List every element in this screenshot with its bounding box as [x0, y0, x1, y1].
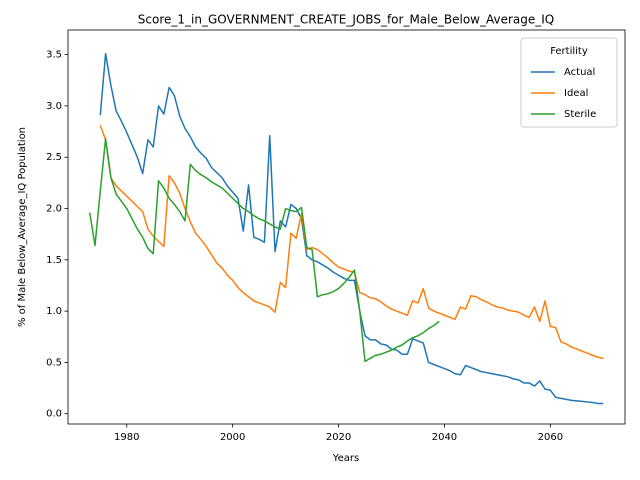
x-tick-label: 2040 — [432, 432, 457, 443]
y-axis-label: % of Male Below_Average_IQ Population — [17, 127, 28, 327]
y-tick-label: 0.5 — [46, 357, 62, 368]
y-tick-label: 0.0 — [46, 409, 62, 420]
y-tick-label: 2.0 — [46, 204, 62, 215]
x-tick-label: 2000 — [220, 432, 245, 443]
y-tick-label: 1.0 — [46, 306, 62, 317]
legend-title: Fertility — [550, 46, 588, 57]
line-series — [88, 138, 440, 363]
legend-box — [520, 37, 618, 128]
plot-frame — [67, 29, 626, 425]
y-tick-label: 2.5 — [46, 152, 62, 163]
line-series — [99, 52, 604, 405]
legend-label: Actual — [564, 67, 595, 78]
legend-label: Ideal — [564, 88, 588, 99]
x-axis-label: Years — [332, 453, 359, 464]
line-series — [99, 125, 604, 360]
legend-label: Sterile — [564, 109, 596, 120]
chart-title: Score_1_in_GOVERNMENT_CREATE_JOBS_for_Ma… — [138, 13, 554, 27]
y-tick-label: 3.5 — [46, 50, 62, 61]
y-tick-label: 1.5 — [46, 255, 62, 266]
y-tick-label: 3.0 — [46, 101, 62, 112]
x-tick-label: 2060 — [538, 432, 563, 443]
x-tick-label: 2020 — [326, 432, 351, 443]
x-tick-label: 1980 — [114, 432, 139, 443]
